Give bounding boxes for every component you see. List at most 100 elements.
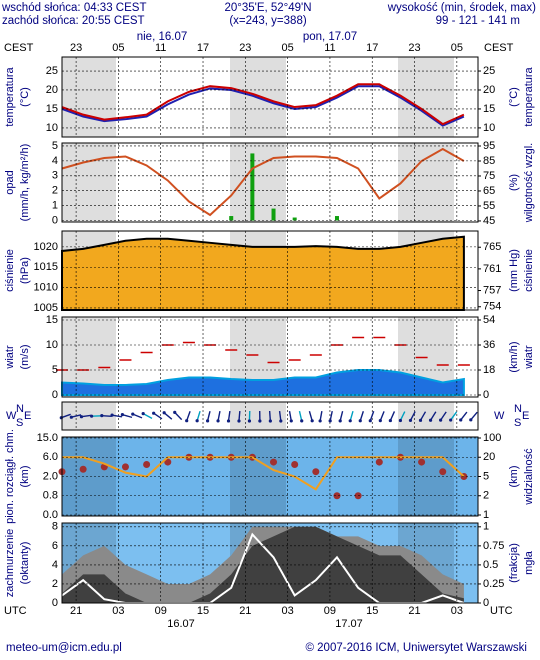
- dot: [439, 468, 447, 476]
- y2-tick-label: 0.75: [483, 540, 504, 552]
- series-line: [62, 456, 465, 491]
- sunrise: wschód słońca: 04:33 CEST: [1, 2, 146, 14]
- y-tick-label: 10: [46, 122, 58, 134]
- wind-arrow: [174, 411, 183, 421]
- x-tick-label: 09: [324, 605, 336, 617]
- wind-arrow: [217, 410, 221, 422]
- copyright: © 2007-2016 ICM, Uniwersytet Warszawski: [305, 642, 527, 654]
- compass-letter: E: [24, 410, 31, 422]
- y2-tick-label: 75: [483, 170, 495, 182]
- utc-label: UTC: [490, 605, 513, 617]
- x-tick-label: 05: [451, 42, 463, 54]
- sunset: zachód słońca: 20:55 CEST: [2, 15, 145, 27]
- y-tick-label: 0: [52, 214, 58, 226]
- compass-letter: S: [514, 417, 521, 429]
- wind-arrow: [409, 411, 416, 421]
- wind-arrow-head: [289, 419, 293, 423]
- wind-arrow: [319, 410, 323, 422]
- y2-tick-label: 54: [483, 314, 495, 326]
- wind-arrow-head: [279, 419, 283, 423]
- x-tick-label: 23: [239, 42, 251, 54]
- x-tick-label: 09: [155, 605, 167, 617]
- panel-frame: [61, 522, 479, 604]
- x-tick-label: 23: [408, 42, 420, 54]
- y-axis-label: (km): [19, 466, 31, 488]
- utc-label: UTC: [4, 605, 27, 617]
- y2-tick-label: 0: [483, 389, 489, 401]
- y2-tick-label: 0: [483, 597, 489, 609]
- y2-axis-label: wiatr: [523, 345, 535, 370]
- wind-arrow-head: [348, 419, 352, 423]
- wind-arrow: [359, 411, 365, 421]
- y-tick-label: 2.0: [43, 470, 58, 482]
- date-bottom: 16.07: [167, 618, 195, 630]
- y-axis-label: temperatura: [4, 66, 16, 126]
- y2-tick-label: 25: [483, 65, 495, 77]
- email: meteo-um@icm.edu.pl: [6, 642, 122, 654]
- y2-tick-label: 761: [483, 263, 501, 275]
- night-band: [398, 143, 454, 222]
- x-tick-label: 15: [366, 605, 378, 617]
- wind-arrow: [238, 410, 241, 422]
- wind-arrow: [308, 411, 313, 421]
- y2-tick-label: 10: [483, 122, 495, 134]
- y-axis-label: (hPa): [19, 257, 31, 284]
- wind-arrow: [339, 410, 344, 422]
- y2-tick-label: 20: [483, 451, 495, 463]
- y2-axis-label: (mm Hg): [508, 249, 520, 292]
- y-axis-label: (°C): [19, 87, 31, 107]
- y-tick-label: 5: [52, 140, 58, 152]
- wind-arrow-head: [237, 419, 241, 423]
- y-tick-label: 1020: [34, 241, 58, 253]
- y-axis-label: pion. rozciągł. chm.: [4, 429, 16, 524]
- wind-arrow-head: [398, 418, 403, 423]
- y2-axis-label: mgła: [523, 550, 535, 575]
- x-tick-label: 03: [282, 605, 294, 617]
- wind-arrow-head: [185, 419, 189, 423]
- x-tick-label: 15: [197, 605, 209, 617]
- y2-axis-label: (%): [508, 174, 520, 191]
- wind-arrow-head: [428, 418, 433, 422]
- y2-axis-label: wilgotność wzgl.: [523, 143, 535, 223]
- y-axis-label: ciśnienie: [4, 249, 16, 292]
- series-area: [61, 235, 465, 311]
- y-tick-label: 2: [52, 185, 58, 197]
- wind-arrow: [419, 411, 427, 421]
- wind-arrow: [61, 413, 71, 419]
- x-tick-label: 21: [408, 605, 420, 617]
- wind-arrow: [227, 410, 231, 422]
- y2-axis-label: widzialność: [523, 448, 535, 506]
- y2-tick-label: 5: [483, 470, 489, 482]
- wind-arrow: [81, 414, 92, 418]
- y2-tick-label: 2: [483, 490, 489, 502]
- wind-arrow-head: [173, 410, 177, 415]
- wind-arrow-head: [141, 412, 145, 416]
- dot: [418, 458, 426, 466]
- dot: [164, 458, 172, 466]
- wind-arrow-head: [439, 418, 443, 422]
- panel-frame: [61, 316, 479, 398]
- night-band: [398, 402, 454, 430]
- wind-arrow: [206, 410, 211, 422]
- y-tick-label: 6: [52, 540, 58, 552]
- wind-arrow: [71, 414, 82, 418]
- cest-label: CEST: [4, 42, 34, 54]
- x-tick-label: 03: [451, 605, 463, 617]
- wind-arrow-head: [388, 418, 392, 423]
- wind-arrow-head: [368, 419, 372, 423]
- y-tick-label: 4: [52, 559, 58, 571]
- y-tick-label: 6.0: [43, 451, 58, 463]
- bar: [229, 216, 234, 221]
- y-tick-label: 25: [46, 65, 58, 77]
- night-band: [62, 143, 116, 222]
- x-tick-label: 05: [282, 42, 294, 54]
- wind-arrow: [440, 411, 447, 421]
- height-values: 99 - 121 - 141 m: [436, 15, 520, 27]
- y-tick-label: 1015: [34, 261, 58, 273]
- dot: [375, 458, 383, 466]
- wind-arrow-head: [120, 413, 124, 417]
- height-title: wysokość (min, środek, max): [387, 2, 536, 14]
- bar: [334, 216, 339, 221]
- y-tick-label: 1005: [34, 302, 58, 314]
